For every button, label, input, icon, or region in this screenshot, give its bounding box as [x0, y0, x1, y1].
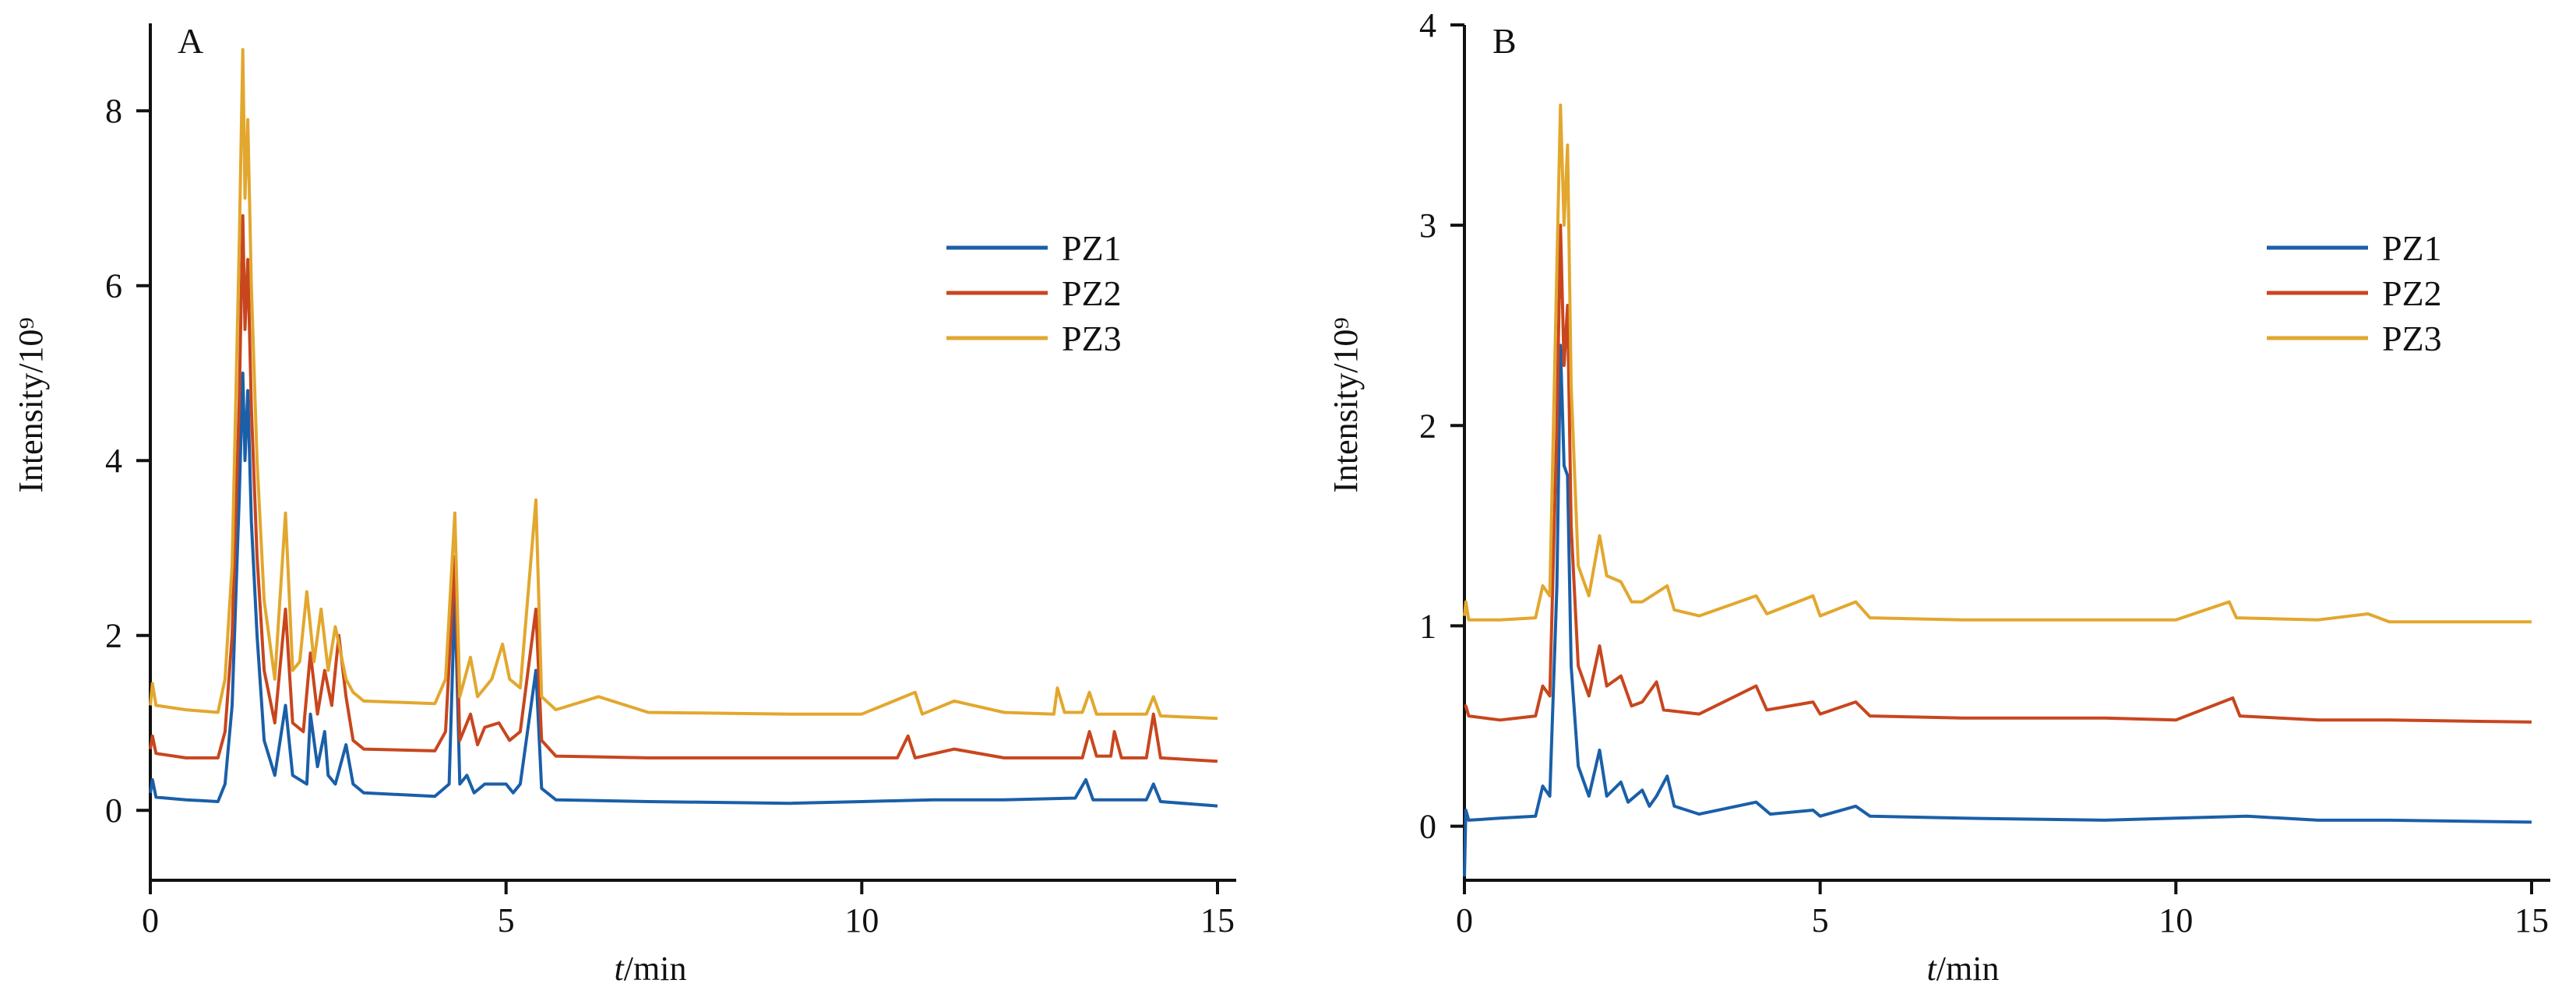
- panel-b-x-tick-label: 5: [1812, 901, 1829, 939]
- panel-b-y-tick-label: 1: [1419, 607, 1436, 645]
- panel-b-x-tick-label: 15: [2514, 901, 2549, 939]
- panel-a-x-tick-label: 15: [1200, 901, 1235, 939]
- panel-a-y-tick-label: 2: [105, 617, 122, 655]
- panel-a-legend-label-pz2: PZ2: [1062, 273, 1122, 313]
- panel-b-legend-label-pz3: PZ3: [2382, 319, 2442, 358]
- panel-a-legend-label-pz1: PZ1: [1062, 228, 1122, 268]
- panel-a-series-pz3: [149, 48, 1218, 721]
- panel-a-legend-label-pz3: PZ3: [1062, 319, 1122, 358]
- panel-b-x-tick-label: 0: [1456, 901, 1473, 939]
- panel-b-x-axis-label: t/min: [1927, 950, 2000, 988]
- panel-a-y-tick-label: 8: [105, 92, 122, 130]
- panel-b-y-axis-label: Intensity/10⁹: [1327, 317, 1365, 493]
- panel-b-series-pz1: [1463, 344, 2532, 876]
- panel-b-legend-label-pz1: PZ1: [2382, 228, 2442, 268]
- panel-b-y-tick-label: 0: [1419, 808, 1436, 846]
- panel-a-x-axis-label: t/min: [615, 950, 687, 988]
- panel-b-x-tick-label: 10: [2158, 901, 2193, 939]
- panel-a-y-tick-label: 4: [105, 442, 122, 480]
- panel-b-label: B: [1492, 21, 1517, 61]
- panel-b-legend-label-pz2: PZ2: [2382, 273, 2442, 313]
- panel-a-series-pz1: [149, 372, 1218, 808]
- panel-b-x-axis-label-var: t: [1927, 950, 1938, 988]
- panel-b-y-tick-label: 2: [1419, 407, 1436, 445]
- panel-a-x-tick-label: 10: [844, 901, 879, 939]
- panel-a-y-axis-label: Intensity/10⁹: [12, 317, 50, 493]
- panel-a-label: A: [178, 21, 203, 61]
- panel-b-series-pz2: [1464, 224, 2532, 724]
- panel-a-x-tick-label: 5: [498, 901, 515, 939]
- panel-a-x-axis-label-var: t: [615, 950, 625, 988]
- panel-a-y-tick-label: 0: [105, 791, 122, 830]
- panel-b-y-tick-label: 3: [1419, 206, 1436, 245]
- panel-a-series-pz2: [149, 213, 1218, 763]
- panel-b-y-tick-label: 4: [1419, 6, 1436, 44]
- panel-a-y-tick-label: 6: [105, 267, 122, 305]
- panel-a-x-axis-label-unit: /min: [624, 950, 687, 988]
- panel-b: B Intensity/10⁹ t/min 0 1 2 3 4 0 5 10 15 PZ1 PZ2 P…: [1327, 6, 2550, 988]
- panel-a-x-tick-label: 0: [142, 901, 159, 939]
- panel-b-x-axis-label-unit: /min: [1936, 950, 2000, 988]
- panel-a: A Intensity/10⁹ t/min 0 2 4 6 8 0 5 10 15 PZ1 PZ2 P…: [12, 21, 1236, 988]
- panel-b-series-pz3: [1463, 103, 2532, 624]
